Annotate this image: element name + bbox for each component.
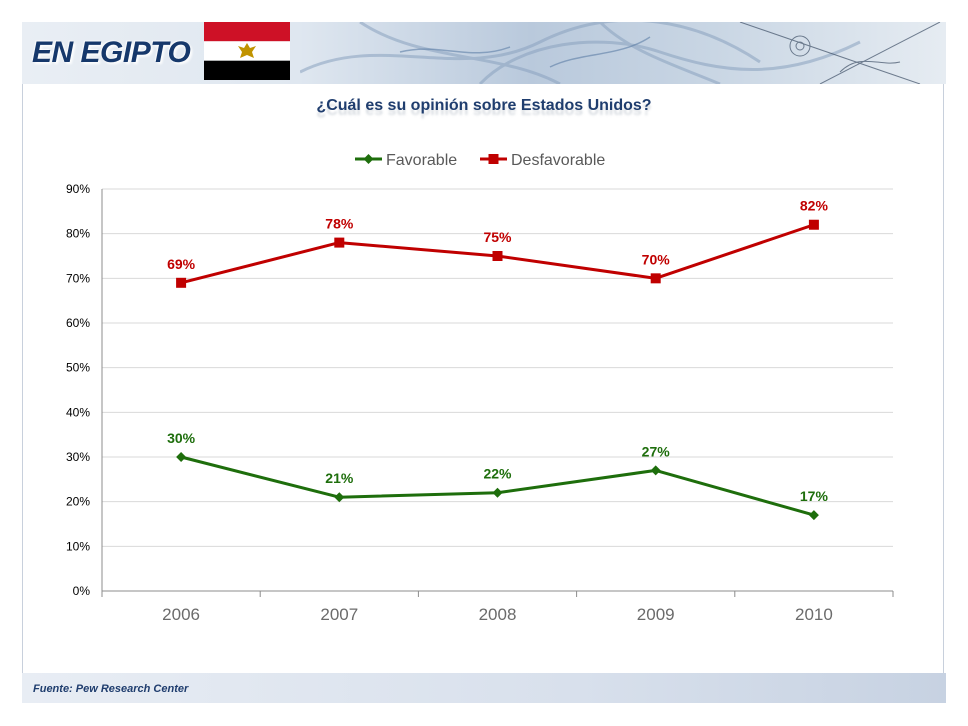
y-tick-label: 50% — [66, 361, 90, 375]
y-tick-label: 90% — [66, 182, 90, 196]
egypt-flag-icon — [204, 22, 290, 80]
data-label: 75% — [483, 229, 512, 245]
data-point-favorable — [492, 487, 503, 498]
data-label: 70% — [642, 251, 671, 267]
data-point-desfavorable — [650, 273, 661, 284]
x-tick-label: 2007 — [320, 605, 358, 624]
data-point-favorable — [650, 465, 661, 476]
x-tick-label: 2009 — [637, 605, 675, 624]
y-tick-label: 0% — [73, 584, 91, 598]
y-tick-label: 30% — [66, 450, 90, 464]
legend-marker — [363, 154, 374, 164]
page-title: EN EGIPTO — [32, 36, 191, 69]
data-label: 22% — [483, 466, 512, 482]
x-tick-label: 2006 — [162, 605, 200, 624]
footer-bar — [22, 673, 946, 703]
data-point-favorable — [176, 452, 187, 462]
data-point-desfavorable — [808, 219, 819, 230]
y-tick-label: 60% — [66, 316, 90, 330]
source-note: Fuente: Pew Research Center — [33, 683, 189, 695]
data-label: 27% — [642, 443, 671, 459]
y-tick-label: 10% — [66, 539, 90, 553]
legend-label: Desfavorable — [511, 152, 605, 169]
data-label: 17% — [800, 488, 829, 504]
data-point-desfavorable — [492, 251, 503, 261]
data-point-favorable — [808, 510, 819, 521]
data-label: 69% — [167, 256, 196, 272]
y-tick-label: 70% — [66, 271, 90, 285]
data-label: 78% — [325, 216, 354, 232]
legend-label: Favorable — [386, 152, 457, 169]
data-point-favorable — [334, 492, 345, 503]
data-point-desfavorable — [176, 277, 187, 288]
y-tick-label: 40% — [66, 405, 90, 419]
legend-marker — [488, 154, 499, 164]
data-label: 30% — [167, 430, 196, 446]
neuron-background-image — [300, 22, 941, 84]
y-tick-label: 20% — [66, 495, 90, 509]
data-label: 82% — [800, 198, 829, 214]
y-tick-label: 80% — [66, 227, 90, 241]
data-point-desfavorable — [334, 237, 345, 248]
data-label: 21% — [325, 470, 354, 486]
x-tick-label: 2008 — [479, 605, 517, 624]
slide-frame — [22, 22, 944, 702]
x-tick-label: 2010 — [795, 605, 833, 624]
chart-title: ¿Cuál es su opinión sobre Estados Unidos… — [316, 97, 652, 114]
